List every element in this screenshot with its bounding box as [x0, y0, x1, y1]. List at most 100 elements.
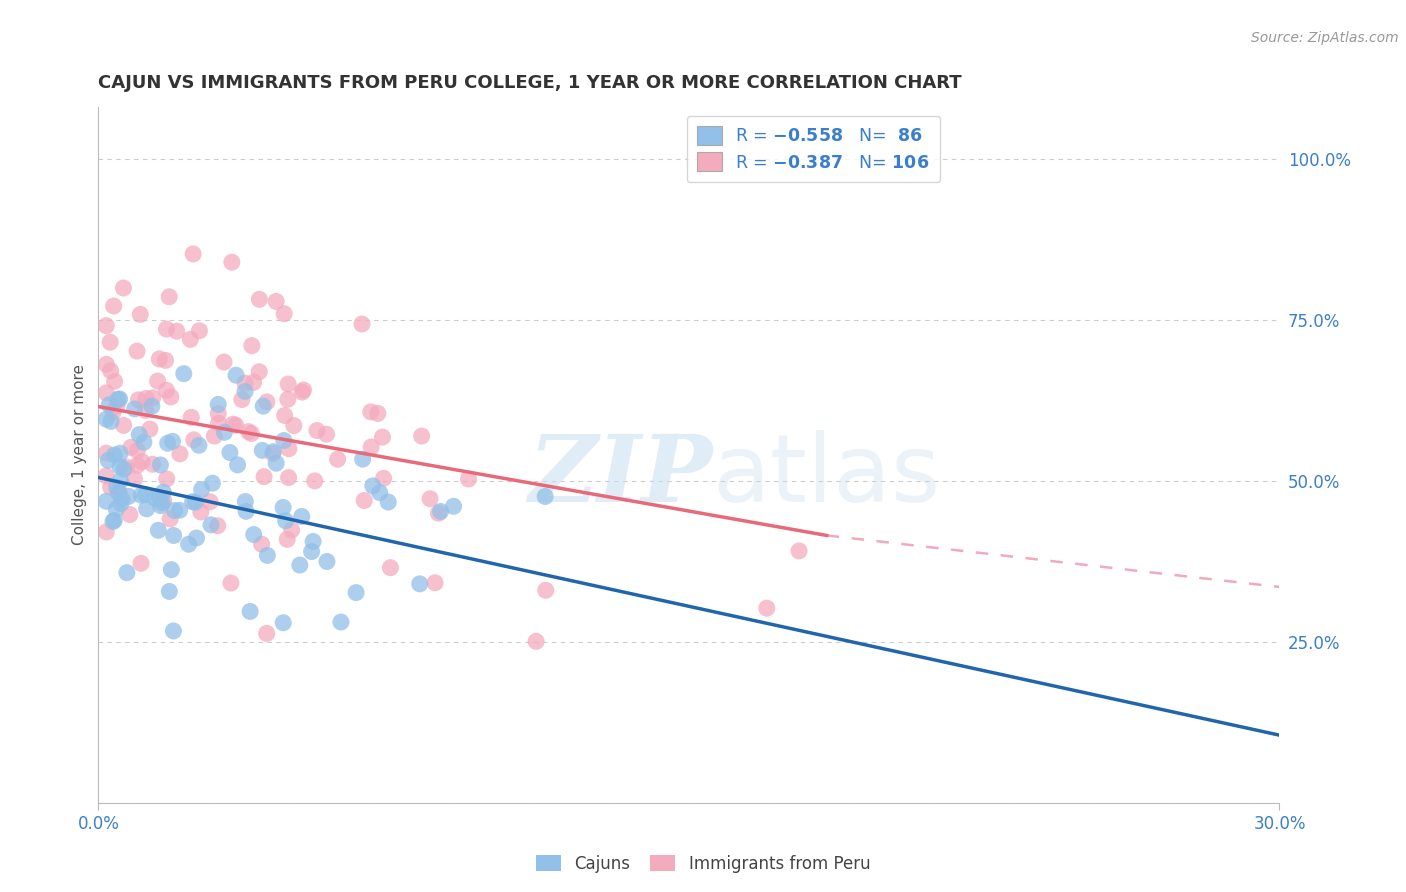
- Point: [97, 453, 120, 467]
- Point: [233, 376, 256, 391]
- Point: [152, 485, 174, 500]
- Point: [188, 324, 211, 338]
- Point: [115, 566, 138, 580]
- Point: [253, 469, 276, 483]
- Point: [101, 515, 124, 529]
- Point: [225, 418, 247, 433]
- Point: [135, 501, 157, 516]
- Point: [252, 443, 274, 458]
- Point: [108, 485, 131, 500]
- Point: [162, 434, 184, 449]
- Point: [149, 499, 172, 513]
- Point: [277, 392, 299, 407]
- Point: [153, 493, 176, 508]
- Point: [96, 524, 118, 539]
- Point: [180, 410, 202, 425]
- Point: [202, 429, 225, 443]
- Point: [291, 509, 314, 524]
- Point: [201, 476, 224, 491]
- Point: [120, 441, 142, 455]
- Point: [280, 523, 302, 537]
- Point: [141, 399, 163, 413]
- Point: [190, 505, 212, 519]
- Point: [276, 533, 298, 547]
- Point: [316, 555, 339, 569]
- Point: [329, 615, 352, 629]
- Point: [148, 524, 170, 538]
- Text: atlas: atlas: [713, 430, 941, 522]
- Point: [240, 339, 263, 353]
- Point: [273, 307, 295, 321]
- Point: [105, 480, 128, 494]
- Point: [125, 344, 148, 359]
- Point: [190, 483, 212, 497]
- Point: [100, 414, 122, 428]
- Point: [187, 438, 209, 452]
- Point: [107, 392, 129, 407]
- Point: [155, 384, 177, 398]
- Point: [142, 391, 165, 405]
- Point: [409, 577, 432, 591]
- Point: [108, 392, 131, 406]
- Point: [129, 556, 152, 570]
- Point: [288, 558, 311, 573]
- Point: [124, 472, 146, 486]
- Point: [301, 544, 323, 558]
- Point: [117, 489, 139, 503]
- Point: [149, 458, 172, 472]
- Point: [271, 615, 294, 630]
- Point: [225, 368, 247, 383]
- Point: [155, 322, 177, 336]
- Point: [302, 534, 325, 549]
- Point: [163, 503, 186, 517]
- Point: [135, 403, 157, 417]
- Point: [344, 585, 367, 599]
- Point: [127, 392, 149, 407]
- Point: [534, 490, 557, 504]
- Point: [112, 281, 135, 295]
- Point: [135, 392, 157, 406]
- Point: [411, 429, 433, 443]
- Point: [242, 376, 264, 390]
- Point: [371, 430, 394, 444]
- Point: [98, 398, 121, 412]
- Point: [96, 494, 118, 508]
- Point: [277, 376, 299, 391]
- Point: [108, 446, 131, 460]
- Point: [160, 563, 183, 577]
- Y-axis label: College, 1 year or more: College, 1 year or more: [72, 365, 87, 545]
- Point: [198, 495, 221, 509]
- Point: [96, 469, 118, 483]
- Point: [380, 560, 402, 574]
- Point: [291, 385, 314, 400]
- Point: [139, 422, 162, 436]
- Point: [96, 446, 118, 460]
- Point: [96, 412, 118, 426]
- Point: [103, 513, 125, 527]
- Point: [377, 495, 399, 509]
- Point: [367, 406, 389, 420]
- Point: [96, 357, 118, 371]
- Point: [457, 472, 479, 486]
- Point: [305, 424, 328, 438]
- Point: [108, 459, 131, 474]
- Point: [360, 405, 382, 419]
- Point: [157, 584, 180, 599]
- Point: [207, 407, 229, 421]
- Point: [264, 456, 287, 470]
- Point: [159, 512, 181, 526]
- Point: [128, 427, 150, 442]
- Point: [98, 335, 121, 350]
- Point: [256, 549, 278, 563]
- Point: [274, 514, 297, 528]
- Point: [219, 445, 242, 459]
- Point: [181, 247, 204, 261]
- Point: [118, 508, 141, 522]
- Point: [361, 479, 384, 493]
- Point: [156, 436, 179, 450]
- Point: [110, 474, 132, 488]
- Point: [231, 392, 253, 407]
- Point: [219, 576, 242, 591]
- Point: [427, 506, 450, 520]
- Point: [304, 474, 326, 488]
